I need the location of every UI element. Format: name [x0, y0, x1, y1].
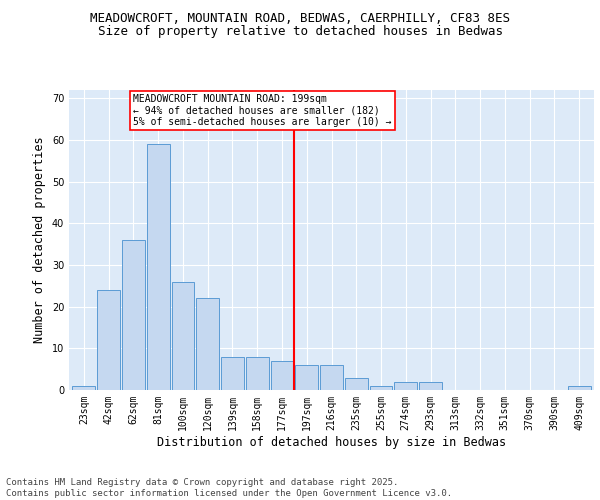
Bar [196, 298, 219, 390]
Text: MEADOWCROFT MOUNTAIN ROAD: 199sqm
← 94% of detached houses are smaller (182)
5% : MEADOWCROFT MOUNTAIN ROAD: 199sqm ← 94% … [133, 94, 392, 128]
Bar [73, 386, 95, 390]
Bar [345, 378, 368, 390]
Text: Size of property relative to detached houses in Bedwas: Size of property relative to detached ho… [97, 25, 503, 38]
Bar [370, 386, 392, 390]
Text: Contains HM Land Registry data © Crown copyright and database right 2025.
Contai: Contains HM Land Registry data © Crown c… [6, 478, 452, 498]
Bar [246, 356, 269, 390]
Bar [568, 386, 590, 390]
Bar [320, 365, 343, 390]
Y-axis label: Number of detached properties: Number of detached properties [33, 136, 46, 344]
X-axis label: Distribution of detached houses by size in Bedwas: Distribution of detached houses by size … [157, 436, 506, 448]
Bar [147, 144, 170, 390]
Bar [271, 361, 293, 390]
Bar [172, 282, 194, 390]
Text: MEADOWCROFT, MOUNTAIN ROAD, BEDWAS, CAERPHILLY, CF83 8ES: MEADOWCROFT, MOUNTAIN ROAD, BEDWAS, CAER… [90, 12, 510, 26]
Bar [295, 365, 318, 390]
Bar [97, 290, 120, 390]
Bar [122, 240, 145, 390]
Bar [419, 382, 442, 390]
Bar [394, 382, 417, 390]
Bar [221, 356, 244, 390]
